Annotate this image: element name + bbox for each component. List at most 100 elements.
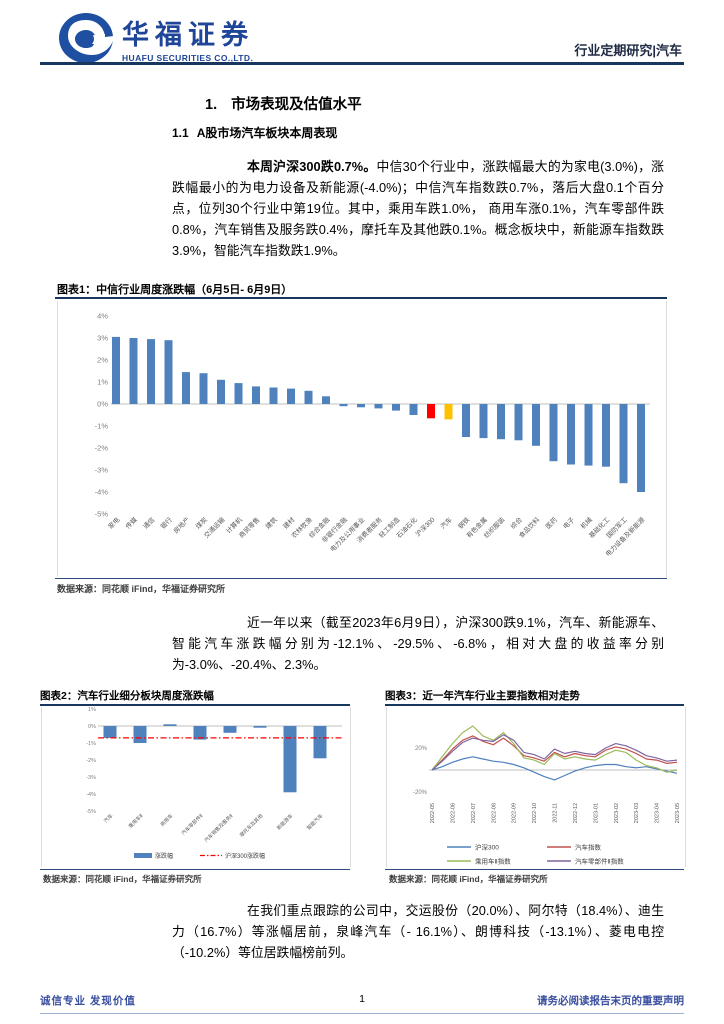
svg-text:2023-01: 2023-01: [593, 803, 599, 823]
svg-text:机械: 机械: [578, 515, 594, 531]
svg-text:-2%: -2%: [86, 758, 96, 764]
svg-text:2023-05: 2023-05: [675, 803, 681, 823]
paragraph-year-review: 近一年以来（截至2023年6月9日），沪深300跌9.1%，汽车、新能源车、智能…: [172, 615, 664, 672]
svg-text:综合: 综合: [508, 515, 524, 531]
svg-text:房地产: 房地产: [171, 515, 192, 536]
svg-text:钢铁: 钢铁: [456, 515, 472, 531]
svg-text:2022-07: 2022-07: [471, 803, 477, 823]
figure2-chart: 1% 0% -1% -2% -3% -4% -5% 汽车 乘用车Ⅱ 商用车 汽车零部件Ⅱ 汽车销售及服…: [41, 707, 351, 867]
figure3-bottom-rule: [385, 869, 684, 870]
svg-text:-2%: -2%: [95, 444, 109, 453]
figure3-chart: 20% -20% 2022-05 2022-06 2022-07 2022-08 2022-…: [386, 707, 686, 867]
svg-text:家电: 家电: [106, 515, 122, 531]
svg-text:0%: 0%: [88, 724, 96, 730]
paragraph-stock-movers: 在我们重点跟踪的公司中，交运股份（20.0%）、阿尔特（18.4%）、迪生力（1…: [172, 903, 664, 960]
svg-text:0%: 0%: [97, 400, 108, 409]
svg-text:-3%: -3%: [95, 466, 109, 475]
svg-text:4%: 4%: [97, 312, 108, 321]
huafu-logo-icon: [59, 13, 114, 63]
figure1-source: 数据来源：同花顺 iFind，华福证券研究所: [57, 584, 225, 594]
report-category: 行业定期研究|汽车: [574, 43, 682, 58]
svg-text:-4%: -4%: [86, 792, 96, 798]
svg-text:20%: 20%: [415, 746, 428, 752]
svg-text:汽车零部件Ⅱ指数: 汽车零部件Ⅱ指数: [575, 857, 624, 866]
paragraph-week-review: 本周沪深300跌0.7%。中信30个行业中，涨跌幅最大的为家电(3.0%)，涨跌…: [172, 159, 664, 258]
svg-text:-5%: -5%: [95, 510, 109, 519]
svg-text:汽车零部件Ⅱ: 汽车零部件Ⅱ: [180, 812, 204, 836]
figure1-bottom-rule: [55, 578, 667, 579]
svg-text:2022-11: 2022-11: [553, 803, 559, 823]
svg-text:1%: 1%: [88, 707, 96, 713]
svg-text:2022-09: 2022-09: [512, 803, 518, 823]
figure3-title-rule: [385, 704, 684, 706]
figure1-chart: 4% 3% 2% 1% 0% -1% -2% -3% -4% -5% 家电 传媒 通信 银行 房地产 煤炭 交通…: [57, 301, 667, 577]
svg-text:-20%: -20%: [413, 790, 428, 796]
svg-text:智能汽车: 智能汽车: [305, 812, 324, 831]
svg-text:汽车指数: 汽车指数: [575, 843, 602, 852]
svg-text:-5%: -5%: [86, 809, 96, 815]
svg-text:电子: 电子: [561, 515, 577, 531]
svg-text:通信: 通信: [141, 515, 157, 531]
svg-text:医药: 医药: [543, 515, 559, 531]
section-number: 1.: [205, 97, 218, 113]
svg-text:沪深300: 沪深300: [413, 515, 436, 538]
svg-text:建筑: 建筑: [263, 515, 279, 531]
section-title: 1. 市场表现及估值水平: [205, 93, 362, 114]
svg-text:2022-06: 2022-06: [450, 803, 456, 823]
svg-text:传媒: 传媒: [123, 515, 139, 531]
logo-subtitle: HUAFU SECURITIES CO.,LTD.: [122, 53, 254, 63]
svg-text:-3%: -3%: [86, 775, 96, 781]
footer-slogan: 诚信专业 发现价值: [40, 995, 136, 1007]
svg-text:2022-08: 2022-08: [491, 803, 497, 823]
paragraph-lead-bold: 本周沪深300跌0.7%。: [247, 159, 377, 174]
svg-text:摩托车及其他: 摩托车及其他: [238, 812, 264, 838]
figure1-title-rule: [55, 297, 667, 299]
svg-text:乘用车Ⅱ指数: 乘用车Ⅱ指数: [475, 857, 511, 866]
subsection-title: 1.1 A股市场汽车板块本周表现: [172, 124, 337, 141]
huafu-logo: 华福证券 HUAFU SECURITIES CO.,LTD.: [58, 12, 254, 64]
svg-text:3%: 3%: [97, 334, 108, 343]
figure1-title: 图表1：中信行业周度涨跌幅（6月5日- 6月9日）: [57, 284, 293, 296]
svg-text:2%: 2%: [97, 356, 108, 365]
svg-text:新能源车: 新能源车: [275, 812, 294, 831]
svg-text:乘用车Ⅱ: 乘用车Ⅱ: [127, 812, 144, 829]
svg-text:汽车销售及服务Ⅱ: 汽车销售及服务Ⅱ: [203, 812, 234, 843]
svg-text:涨跌幅: 涨跌幅: [155, 852, 173, 860]
svg-text:沪深300涨跌幅: 沪深300涨跌幅: [225, 852, 265, 860]
svg-text:2022-10: 2022-10: [532, 803, 538, 823]
figure2-source: 数据来源：同花顺 iFind，华福证券研究所: [43, 874, 202, 884]
auto-index-line-chart: 20% -20% 2022-05 2022-06 2022-07 2022-08 2022-…: [413, 725, 681, 866]
svg-text:-4%: -4%: [95, 488, 109, 497]
figure3-source: 数据来源：同花顺 iFind，华福证券研究所: [389, 874, 548, 884]
figure2-title-rule: [40, 704, 350, 706]
svg-text:沪深300: 沪深300: [475, 843, 499, 852]
subsection-text: A股市场汽车板块本周表现: [196, 126, 338, 140]
svg-text:2022-12: 2022-12: [573, 803, 579, 823]
svg-text:汽车: 汽车: [438, 515, 454, 531]
svg-text:1%: 1%: [97, 378, 108, 387]
footer-disclaimer: 请务必阅读报告末页的重要声明: [537, 995, 684, 1007]
figure2-title: 图表2：汽车行业细分板块周度涨跌幅: [40, 690, 214, 702]
svg-text:2022-05: 2022-05: [430, 803, 436, 823]
logo-title: 华福证券: [122, 20, 254, 50]
svg-text:建材: 建材: [281, 515, 297, 531]
auto-subsector-bar-chart: 1% 0% -1% -2% -3% -4% -5% 汽车 乘用车Ⅱ 商用车 汽车零部件Ⅱ 汽车销售及服…: [86, 707, 342, 860]
subsection-number: 1.1: [172, 126, 189, 140]
footer-rule: [40, 1013, 684, 1014]
svg-text:2023-02: 2023-02: [614, 803, 620, 823]
svg-text:-1%: -1%: [86, 741, 96, 747]
page-number: 1: [359, 993, 365, 1005]
header-divider: [40, 62, 684, 65]
svg-text:煤炭: 煤炭: [193, 515, 209, 531]
svg-text:汽车: 汽车: [102, 812, 114, 824]
section-text: 市场表现及估值水平: [231, 97, 362, 113]
svg-text:银行: 银行: [158, 515, 174, 531]
figure3-title: 图表3：近一年汽车行业主要指数相对走势: [385, 690, 580, 702]
svg-text:2023-03: 2023-03: [634, 803, 640, 823]
figure2-bottom-rule: [40, 869, 350, 870]
svg-text:-1%: -1%: [95, 422, 109, 431]
svg-text:2023-04: 2023-04: [655, 803, 661, 823]
svg-text:商用车: 商用车: [159, 812, 175, 828]
